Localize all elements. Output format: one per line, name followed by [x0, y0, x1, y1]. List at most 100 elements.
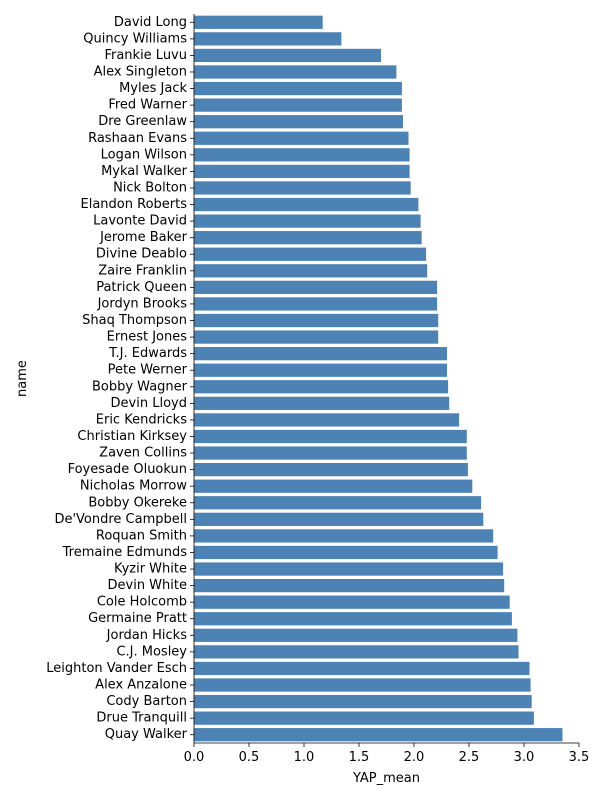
category-label: Leighton Vander Esch — [46, 661, 187, 676]
bar — [194, 678, 531, 692]
x-tick-label: 2.5 — [459, 750, 480, 765]
category-label: Bobby Okereke — [88, 495, 187, 510]
category-label: Foyesade Oluokun — [68, 462, 187, 477]
bar — [194, 612, 512, 626]
category-label: Germaine Pratt — [88, 611, 187, 626]
category-label: Patrick Queen — [96, 280, 187, 295]
x-tick-label: 0.5 — [239, 750, 260, 765]
bar — [194, 65, 397, 79]
x-tick-label: 3.5 — [569, 750, 590, 765]
category-label: Frankie Luvu — [104, 48, 187, 63]
bar — [194, 297, 438, 311]
bar — [194, 645, 519, 659]
y-axis-label: name — [15, 360, 30, 397]
x-axis-ticks: 0.0 0.5 1.0 1.5 2.0 2.5 3.0 3.5 — [184, 743, 590, 765]
bar — [194, 595, 510, 609]
bar — [194, 164, 410, 179]
category-label: Mykal Walker — [101, 164, 188, 179]
bar — [194, 512, 484, 526]
x-tick-label: 2.0 — [404, 750, 425, 765]
category-label: Bobby Wagner — [92, 379, 188, 394]
category-label: Lavonte David — [93, 214, 187, 229]
category-label: Dre Greenlaw — [98, 114, 187, 129]
category-label: Logan Wilson — [101, 147, 187, 162]
bar — [194, 280, 438, 295]
bar — [194, 562, 504, 576]
bar — [194, 98, 402, 112]
bar — [194, 429, 467, 444]
category-label: Nick Bolton — [113, 180, 187, 195]
bar — [194, 264, 428, 278]
category-label: Elandon Roberts — [81, 197, 188, 212]
bar — [194, 347, 447, 361]
category-label: Drue Tranquill — [96, 711, 187, 726]
bar — [194, 148, 410, 162]
bar — [194, 462, 468, 477]
category-label: Cody Barton — [106, 694, 187, 709]
category-label: Jordan Hicks — [106, 628, 188, 643]
bars-group — [194, 15, 563, 742]
bar — [194, 330, 439, 344]
category-label: Nicholas Morrow — [80, 479, 187, 494]
category-label: Kyzir White — [114, 562, 187, 577]
category-label: Devin Lloyd — [111, 396, 187, 411]
bar — [194, 711, 534, 725]
category-label: Shaq Thompson — [82, 313, 187, 328]
category-label: Quincy Williams — [83, 31, 187, 46]
bar — [194, 313, 439, 328]
category-label: Jerome Baker — [99, 230, 188, 245]
category-label: Eric Kendricks — [96, 412, 187, 427]
bar — [194, 15, 323, 29]
bar — [194, 197, 419, 212]
bar — [194, 396, 450, 410]
bar — [194, 728, 563, 742]
bar — [194, 694, 532, 709]
bar — [194, 214, 421, 228]
bar — [194, 380, 449, 394]
bar — [194, 32, 342, 46]
category-label: Quay Walker — [105, 727, 188, 742]
category-label: Tremaine Edmunds — [62, 545, 188, 560]
category-label: T.J. Edwards — [108, 346, 187, 361]
category-label: Zaven Collins — [99, 446, 187, 461]
bar — [194, 479, 473, 493]
category-label: Zaire Franklin — [98, 263, 187, 278]
category-label: Roquan Smith — [96, 528, 187, 543]
category-label: Jordyn Brooks — [97, 296, 188, 311]
category-label: Ernest Jones — [107, 330, 188, 345]
category-label: De'Vondre Campbell — [54, 512, 187, 527]
category-label: Fred Warner — [108, 98, 187, 113]
x-tick-label: 1.0 — [294, 750, 315, 765]
category-label: David Long — [114, 15, 187, 30]
bar — [194, 181, 411, 195]
category-label: Alex Anzalone — [95, 678, 187, 693]
category-label: Cole Holcomb — [97, 595, 187, 610]
bar — [194, 661, 530, 676]
x-axis-label: YAP_mean — [352, 771, 420, 786]
category-label: Myles Jack — [119, 81, 187, 96]
bar — [194, 628, 518, 642]
bar — [194, 231, 422, 245]
bar — [194, 48, 381, 63]
category-label: C.J. Mosley — [116, 644, 187, 659]
bar — [194, 115, 403, 129]
category-label: Alex Singleton — [94, 64, 187, 79]
bar — [194, 247, 427, 261]
bar — [194, 578, 505, 593]
bar — [194, 545, 498, 560]
bar — [194, 413, 460, 427]
category-label: Pete Werner — [108, 363, 188, 378]
category-label: Rashaan Evans — [88, 131, 187, 146]
x-tick-label: 1.5 — [349, 750, 370, 765]
category-label: Devin White — [108, 578, 188, 593]
bar — [194, 363, 447, 377]
x-tick-label: 0.0 — [184, 750, 205, 765]
category-label: Divine Deablo — [96, 247, 187, 262]
bar — [194, 446, 467, 460]
bar — [194, 496, 482, 510]
x-tick-label: 3.0 — [514, 750, 535, 765]
bar — [194, 131, 409, 145]
bar — [194, 529, 494, 543]
